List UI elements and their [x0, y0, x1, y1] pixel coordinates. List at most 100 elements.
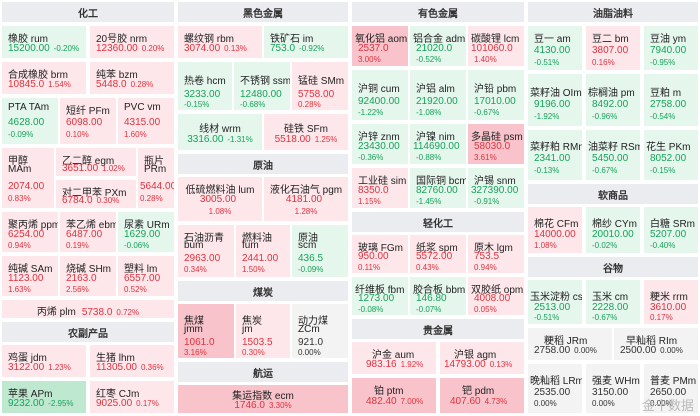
section-header-crude: 原油 [178, 154, 348, 174]
tile-name: 强麦 WHm [592, 376, 640, 387]
tile-price: 8492.00 [592, 99, 629, 110]
tile-sr[interactable]: 白糖 SRm 5207.00 -0.40% [644, 207, 698, 253]
tile-v[interactable]: PVC vm 4315.00 1.60% [118, 98, 174, 144]
tile-rs[interactable]: 油菜籽 RSm 5450.00 -0.67% [586, 130, 640, 180]
tile-ps[interactable]: 多晶硅 psm 58030.0 3.61% [468, 124, 524, 164]
tile-ad[interactable]: 铝合金 adm 21020.0 -0.52% [410, 26, 466, 66]
tile-ec[interactable]: 集运指数 ecm 1746.0 3.30% [178, 385, 348, 413]
tile-zn[interactable]: 沪锌 znm 23430.00 -0.36% [352, 124, 408, 164]
tile-pr[interactable]: 瓶片 PRm 5644.00 0.28% [138, 148, 174, 208]
tile-ur[interactable]: 尿素 URm 1629.00 -0.06% [118, 212, 174, 252]
tile-bu[interactable]: 石油沥青 bum 2963.00 0.34% [178, 225, 234, 277]
tile-pd[interactable]: 钯 pdm 407.60 4.73% [440, 378, 524, 413]
tile-px[interactable]: 对二甲苯 PXm 6784.0 0.30% [56, 180, 136, 208]
tile-op[interactable]: 双胶纸 opm 4008.00 0.05% [468, 277, 524, 315]
tile-a[interactable]: 豆一 am 4130.00 -0.51% [528, 26, 582, 70]
tile-price: 5518.00 [274, 134, 311, 145]
tile-name: 集运指数 ecm [232, 391, 294, 402]
tile-m[interactable]: 豆粕 m 2758.00 -0.54% [644, 74, 698, 126]
tile-fb[interactable]: 纤维板 fbm 1273.00 -0.08% [352, 277, 408, 315]
tile-bb[interactable]: 胶合板 bbm 146.80 -0.07% [410, 277, 466, 315]
tile-name: 菜籽粕 RMm [530, 142, 582, 153]
tile-j[interactable]: 焦炭 jm 1503.5 0.30% [236, 304, 290, 358]
tile-ni[interactable]: 沪镍 nim 114690.00 -0.88% [410, 124, 466, 164]
tile-eb[interactable]: 苯乙烯 ebm 6487.00 0.19% [60, 212, 116, 252]
tile-pp[interactable]: 聚丙烯 ppm 6254.00 0.94% [2, 212, 58, 252]
tile-sm[interactable]: 锰硅 SMm 5758.00 0.28% [292, 62, 348, 110]
tile-pct: 0.30% [96, 196, 120, 205]
tile-ta[interactable]: PTA TAm 4628.00 -0.09% [2, 98, 58, 144]
tile-name: 丙烯 plm [36, 307, 76, 318]
tile-bc[interactable]: 国际铜 bcm 82760.00 -1.45% [410, 168, 466, 208]
tile-c[interactable]: 玉米 cm 2228.00 -0.67% [586, 280, 640, 324]
tile-name: 工业硅 sim [358, 176, 407, 187]
tile-price: 753.5 [474, 251, 500, 262]
tile-rr[interactable]: 粳米 rrm 3610.00 0.17% [644, 280, 698, 324]
tile-y[interactable]: 豆油 ym 7940.00 -0.95% [644, 26, 698, 70]
tile-wh[interactable]: 强麦 WHm 3150.00 0.00% [586, 364, 640, 413]
tile-au[interactable]: 沪金 aum 983.16 1.92% [352, 342, 436, 374]
tile-sp[interactable]: 纸浆 spm 5572.00 0.43% [410, 235, 466, 273]
tile-ag[interactable]: 沪银 agm 14793.00 0.13% [440, 342, 524, 374]
tile-pct: -0.88% [416, 153, 442, 162]
tile-ss[interactable]: 不锈钢 ssm 12480.00 -0.68% [234, 62, 290, 110]
tile-bz[interactable]: 纯苯 bzm 5448.0 0.28% [90, 62, 174, 94]
tile-ao[interactable]: 氧化铝 aom 2537.0 3.00% [352, 26, 408, 66]
tile-price: 3651.00 [62, 163, 99, 174]
tile-ri[interactable]: 早籼稻 RIm 2500.00 0.00% [614, 328, 698, 360]
tile-p[interactable]: 棕榈油 pm 8492.00 -0.96% [586, 74, 640, 126]
tile-cf[interactable]: 棉花 CFm 14000.00 1.08% [528, 207, 582, 253]
tile-pf[interactable]: 短纤 PFm 6098.00 0.10% [60, 98, 116, 144]
tile-wr[interactable]: 线材 wrm 3316.00 -1.31% [178, 114, 262, 150]
tile-rb[interactable]: 螺纹钢 rbm 3074.00 0.13% [178, 26, 262, 58]
tile-b[interactable]: 豆二 bm 3807.00 0.16% [586, 26, 640, 70]
tile-cj[interactable]: 红枣 CJm 9025.00 0.17% [90, 381, 174, 413]
tile-pk[interactable]: 花生 PKm 8052.00 -0.15% [644, 130, 698, 180]
tile-lr[interactable]: 晚籼稻 LRm 2535.00 0.00% [528, 364, 582, 413]
tile-oi[interactable]: 菜籽油 OIm 9196.00 -1.92% [528, 74, 582, 126]
tile-l[interactable]: 塑料 lm 6557.00 0.52% [118, 256, 174, 296]
tile-cu[interactable]: 沪铜 cum 92400.00 -1.22% [352, 70, 408, 120]
tile-ap[interactable]: 苹果 APm 9232.00 -2.95% [2, 381, 86, 413]
tile-sa[interactable]: 纯碱 SAm 1123.00 1.63% [2, 256, 58, 296]
tile-pct: 1.50% [242, 265, 265, 274]
tile-cs[interactable]: 玉米淀粉 csm 2513.00 -0.51% [528, 280, 582, 324]
tile-al[interactable]: 沪铝 alm 21920.00 -1.08% [410, 70, 466, 120]
tile-sf[interactable]: 硅铁 SFm 5518.00 1.25% [264, 114, 348, 150]
tile-jr[interactable]: 粳稻 JRm 2758.00 0.00% [528, 328, 612, 360]
tile-nr[interactable]: 20号胶 nrm 12360.00 0.20% [90, 26, 174, 58]
column-ferrous: 黑色金属 螺纹钢 rbm 3074.00 0.13% 铁矿石 im 753.0 -0… [178, 2, 348, 414]
tile-hc[interactable]: 热卷 hcm 3233.00 -0.15% [178, 62, 232, 110]
tile-pm[interactable]: 普麦 PMm 2650.00 0.00% [644, 364, 698, 413]
tile-pl[interactable]: 丙烯 plm 5738.0 0.72% [2, 300, 174, 318]
tile-si[interactable]: 工业硅 sim 8350.0 1.15% [352, 168, 408, 208]
tile-pb[interactable]: 沪铅 pbm 17010.00 -0.67% [468, 70, 524, 120]
tile-pt[interactable]: 铂 ptm 482.40 7.00% [352, 378, 436, 413]
tile-lc[interactable]: 碳酸锂 lcm 101060.0 1.40% [468, 26, 524, 66]
tile-jm[interactable]: 焦煤 jmm 1061.0 3.16% [178, 304, 234, 358]
tile-sn[interactable]: 沪锡 snm 327390.00 -0.91% [468, 168, 524, 208]
tile-jd[interactable]: 鸡蛋 jdm 3122.00 1.23% [2, 345, 86, 377]
tile-name: 燃料油 [242, 233, 272, 244]
tile-pct: -0.06% [124, 241, 150, 250]
section-header-chemical: 化工 [2, 2, 174, 22]
tile-pg[interactable]: 液化石油气 pgm 4181.00 1.28% [264, 177, 348, 221]
tile-lh[interactable]: 生猪 lhm 11305.00 0.36% [90, 345, 174, 377]
tile-fg[interactable]: 玻璃 FGm 950.00 0.11% [352, 235, 408, 273]
tile-rm[interactable]: 菜籽粕 RMm 2341.00 -0.13% [528, 130, 582, 180]
tile-fu[interactable]: 燃料油 fum 2441.00 1.50% [236, 225, 290, 277]
tile-lu[interactable]: 低硫燃料油 lum 3005.00 1.08% [178, 177, 262, 221]
tile-name: 乙二醇 egm [62, 156, 115, 167]
tile-br[interactable]: 合成橡胶 brm 10845.0 1.54% [2, 62, 86, 94]
tile-zc[interactable]: 动力煤 ZCm 921.0 0.00% [292, 304, 348, 358]
tile-eg[interactable]: 乙二醇 egm 3651.00 1.02% [56, 148, 136, 176]
tile-ma[interactable]: 甲醇 MAm 2074.00 0.83% [2, 148, 54, 208]
tile-im[interactable]: 铁矿石 im 753.0 -0.92% [264, 26, 348, 58]
tile-ru[interactable]: 橡胶 rum 15200.00 -0.20% [2, 26, 86, 58]
tile-name-code: jm [242, 324, 253, 335]
tile-lg[interactable]: 原木 lgm 753.5 0.94% [468, 235, 524, 273]
tile-cy[interactable]: 棉纱 CYm 20010.00 -0.02% [586, 207, 640, 253]
tile-sh[interactable]: 烧碱 SHm 2163.0 2.56% [60, 256, 116, 296]
tile-sc[interactable]: 原油 scm 436.5 -0.09% [292, 225, 348, 277]
